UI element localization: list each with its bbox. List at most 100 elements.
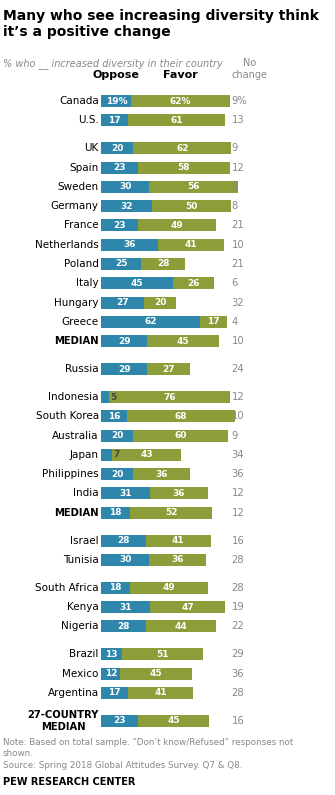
Text: Netherlands: Netherlands — [35, 240, 99, 250]
Bar — [144, 297, 176, 308]
Bar — [101, 715, 138, 727]
Text: 36: 36 — [171, 556, 184, 564]
Text: Argentina: Argentina — [48, 688, 99, 698]
Text: 41: 41 — [154, 688, 167, 697]
Text: 56: 56 — [187, 182, 200, 192]
Text: 20: 20 — [111, 144, 123, 153]
Text: MEDIAN: MEDIAN — [54, 336, 99, 346]
Text: 36: 36 — [231, 469, 244, 479]
Text: 23: 23 — [113, 716, 126, 725]
Text: 17: 17 — [207, 317, 219, 326]
Bar — [101, 277, 173, 289]
Bar — [101, 468, 133, 480]
Text: Indonesia: Indonesia — [48, 392, 99, 402]
Text: 49: 49 — [162, 584, 175, 592]
Text: Note: Based on total sample. “Don’t know/Refused” responses not
shown.: Note: Based on total sample. “Don’t know… — [3, 739, 293, 758]
Bar — [122, 649, 203, 661]
Bar — [112, 449, 181, 461]
Text: 5: 5 — [231, 182, 238, 192]
Text: 19%: 19% — [106, 97, 127, 106]
Text: 9%: 9% — [231, 96, 247, 106]
Bar — [152, 200, 231, 212]
Text: Mexico: Mexico — [63, 669, 99, 679]
Text: India: India — [73, 488, 99, 498]
Text: 52: 52 — [165, 508, 178, 518]
Text: Tunisia: Tunisia — [63, 555, 99, 565]
Text: Japan: Japan — [70, 450, 99, 460]
Text: Kenya: Kenya — [67, 602, 99, 612]
Text: 27: 27 — [162, 365, 175, 374]
Text: 18: 18 — [109, 584, 122, 592]
Text: 5: 5 — [110, 393, 116, 401]
Text: 62%: 62% — [170, 97, 191, 106]
Bar — [149, 181, 238, 193]
Text: 9: 9 — [231, 431, 238, 440]
Text: 30: 30 — [119, 556, 131, 564]
Bar — [120, 668, 192, 680]
Bar — [101, 161, 138, 173]
Text: Spain: Spain — [70, 163, 99, 173]
Bar — [101, 316, 200, 328]
Text: 47: 47 — [182, 603, 194, 611]
Bar — [101, 535, 146, 547]
Bar — [130, 506, 212, 518]
Text: 45: 45 — [150, 669, 162, 678]
Bar — [147, 363, 190, 375]
Text: PEW RESEARCH CENTER: PEW RESEARCH CENTER — [3, 777, 135, 787]
Text: 44: 44 — [174, 622, 187, 631]
Bar — [149, 554, 206, 566]
Text: 50: 50 — [186, 202, 198, 211]
Text: No
change: No change — [231, 58, 268, 80]
Bar — [101, 95, 131, 107]
Bar — [131, 95, 230, 107]
Text: France: France — [64, 220, 99, 231]
Text: Sweden: Sweden — [58, 182, 99, 192]
Text: 32: 32 — [120, 202, 133, 211]
Bar — [133, 142, 231, 154]
Bar — [158, 238, 223, 250]
Text: 16: 16 — [231, 536, 244, 545]
Text: 49: 49 — [170, 221, 183, 230]
Text: 10: 10 — [231, 336, 244, 346]
Text: 29: 29 — [118, 336, 131, 346]
Bar — [150, 487, 208, 499]
Text: 27-COUNTRY
MEDIAN: 27-COUNTRY MEDIAN — [27, 710, 99, 731]
Text: 41: 41 — [172, 536, 185, 545]
Text: 58: 58 — [178, 163, 190, 172]
Text: 20: 20 — [111, 431, 123, 440]
Text: 27: 27 — [116, 298, 129, 307]
Text: MEDIAN: MEDIAN — [54, 508, 99, 518]
Bar — [101, 200, 152, 212]
Text: 10: 10 — [231, 240, 244, 250]
Bar — [173, 277, 214, 289]
Text: 29: 29 — [231, 650, 244, 659]
Text: Poland: Poland — [64, 259, 99, 269]
Bar — [101, 363, 147, 375]
Bar — [101, 181, 149, 193]
Text: 45: 45 — [131, 279, 143, 288]
Text: Canada: Canada — [59, 96, 99, 106]
Text: Many who see increasing diversity think
it’s a positive change: Many who see increasing diversity think … — [3, 9, 319, 39]
Text: 12: 12 — [231, 488, 244, 498]
Text: South Korea: South Korea — [36, 411, 99, 421]
Text: Philippines: Philippines — [42, 469, 99, 479]
Bar — [138, 715, 209, 727]
Text: Brazil: Brazil — [69, 650, 99, 659]
Bar — [133, 429, 228, 441]
Text: 34: 34 — [231, 450, 244, 460]
Bar — [101, 429, 133, 441]
Text: 28: 28 — [231, 555, 244, 565]
Bar — [138, 161, 230, 173]
Text: 25: 25 — [115, 259, 127, 269]
Bar — [101, 258, 141, 270]
Text: 20: 20 — [111, 470, 123, 479]
Bar — [101, 391, 109, 403]
Text: 17: 17 — [109, 116, 121, 125]
Text: 12: 12 — [231, 508, 244, 518]
Text: 62: 62 — [176, 144, 189, 153]
Text: Hungary: Hungary — [54, 297, 99, 308]
Text: 19: 19 — [231, 602, 244, 612]
Bar — [133, 468, 190, 480]
Text: Oppose: Oppose — [93, 70, 140, 80]
Bar — [141, 258, 186, 270]
